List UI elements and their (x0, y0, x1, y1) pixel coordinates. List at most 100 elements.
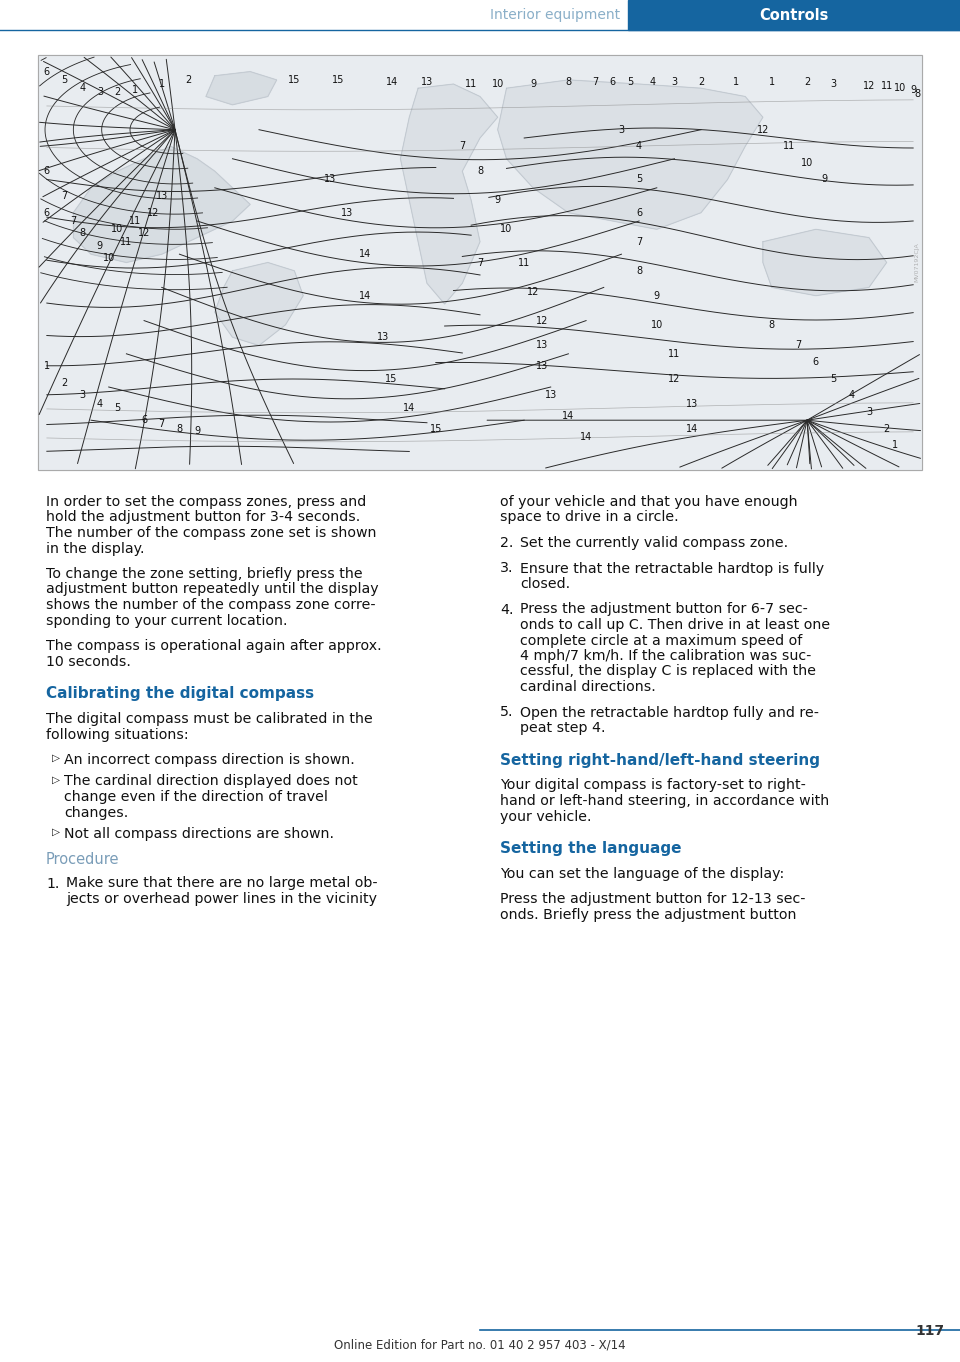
Polygon shape (73, 146, 251, 263)
Text: 12: 12 (138, 229, 151, 238)
Text: 6: 6 (44, 207, 50, 218)
Text: 8: 8 (915, 90, 921, 99)
Text: 7: 7 (795, 340, 802, 350)
Text: 2.: 2. (500, 537, 514, 550)
Text: ▷: ▷ (52, 775, 60, 785)
Text: MV07192CJA: MV07192CJA (914, 242, 919, 282)
Polygon shape (497, 80, 763, 229)
Text: 1: 1 (769, 78, 775, 87)
Text: 3.: 3. (500, 561, 514, 576)
Text: 1: 1 (44, 361, 50, 372)
Text: 13: 13 (156, 191, 168, 202)
Text: 11: 11 (518, 257, 530, 267)
Text: 6: 6 (636, 207, 642, 218)
Text: peat step 4.: peat step 4. (520, 720, 606, 735)
Text: 9: 9 (910, 86, 916, 95)
Text: hold the adjustment button for 3‑4 seconds.: hold the adjustment button for 3‑4 secon… (46, 511, 360, 524)
Text: In order to set the compass zones, press and: In order to set the compass zones, press… (46, 494, 367, 509)
Text: 5.: 5. (500, 706, 514, 719)
Text: 8: 8 (477, 166, 483, 176)
Bar (38, 54, 922, 470)
Text: The digital compass must be calibrated in the: The digital compass must be calibrated i… (46, 712, 372, 726)
Bar (628, 0, 960, 30)
Text: 2: 2 (114, 87, 121, 97)
Text: complete circle at a maximum speed of: complete circle at a maximum speed of (520, 633, 803, 647)
Text: 5: 5 (636, 174, 642, 184)
Text: 8: 8 (79, 229, 85, 238)
Text: 6: 6 (141, 415, 147, 425)
Text: 13: 13 (420, 78, 433, 87)
Text: 10: 10 (651, 320, 663, 330)
Text: 15: 15 (385, 373, 397, 384)
Text: 12: 12 (527, 286, 540, 297)
Text: adjustment button repeatedly until the display: adjustment button repeatedly until the d… (46, 583, 378, 597)
Text: 8: 8 (636, 266, 642, 275)
Text: 12: 12 (756, 125, 769, 135)
Text: 3: 3 (618, 125, 625, 135)
Text: 10: 10 (111, 225, 124, 234)
Text: 8: 8 (769, 320, 775, 330)
Text: 11: 11 (880, 82, 893, 91)
Text: 10: 10 (103, 253, 115, 263)
Text: 1: 1 (158, 79, 165, 89)
Text: 12: 12 (147, 207, 159, 218)
Text: 7: 7 (591, 78, 598, 87)
Text: 10 seconds.: 10 seconds. (46, 655, 131, 669)
Text: 5: 5 (830, 373, 837, 384)
Text: 2: 2 (698, 78, 704, 87)
Text: Your digital compass is factory-set to right-: Your digital compass is factory-set to r… (500, 779, 805, 793)
Text: 4: 4 (649, 78, 656, 87)
Text: closed.: closed. (520, 577, 570, 591)
Text: onds. Briefly press the adjustment button: onds. Briefly press the adjustment butto… (500, 908, 797, 922)
Text: 1: 1 (893, 440, 899, 449)
Text: cessful, the display C is replaced with the: cessful, the display C is replaced with … (520, 665, 816, 678)
Text: 10: 10 (894, 83, 906, 93)
Text: 14: 14 (386, 78, 397, 87)
Text: 14: 14 (403, 403, 416, 413)
Text: 14: 14 (359, 249, 372, 259)
Text: 3: 3 (830, 79, 837, 89)
Text: 9: 9 (822, 174, 828, 184)
Text: 11: 11 (783, 142, 796, 151)
Text: Press the adjustment button for 6‑7 sec-: Press the adjustment button for 6‑7 sec- (520, 602, 808, 617)
Polygon shape (215, 263, 303, 346)
Text: Setting the language: Setting the language (500, 840, 682, 855)
Text: An incorrect compass direction is shown.: An incorrect compass direction is shown. (64, 753, 355, 767)
Bar (38, 54, 922, 470)
Text: 4: 4 (849, 391, 854, 400)
Text: 7: 7 (70, 217, 77, 226)
Text: 11: 11 (129, 217, 141, 226)
Text: 4: 4 (636, 142, 642, 151)
Text: You can set the language of the display:: You can set the language of the display: (500, 868, 784, 881)
Text: changes.: changes. (64, 805, 129, 820)
Text: 6: 6 (44, 166, 50, 176)
Text: cardinal directions.: cardinal directions. (520, 680, 656, 695)
Text: Set the currently valid compass zone.: Set the currently valid compass zone. (520, 537, 788, 550)
Polygon shape (763, 229, 887, 296)
Text: 7: 7 (636, 237, 642, 247)
Text: 9: 9 (654, 290, 660, 301)
Text: 8: 8 (177, 424, 182, 433)
Text: 9: 9 (194, 425, 201, 436)
Text: 2: 2 (185, 75, 191, 84)
Text: 5: 5 (114, 403, 121, 413)
Text: 9: 9 (530, 79, 536, 89)
Text: 13: 13 (544, 391, 557, 400)
Text: 15: 15 (430, 424, 442, 433)
Text: 10: 10 (492, 79, 504, 89)
Text: Make sure that there are no large metal ob-: Make sure that there are no large metal … (66, 877, 377, 891)
Text: 13: 13 (341, 207, 353, 218)
Text: 11: 11 (465, 79, 477, 89)
Text: 7: 7 (158, 419, 165, 429)
Text: The number of the compass zone set is shown: The number of the compass zone set is sh… (46, 526, 376, 539)
Text: 14: 14 (686, 424, 698, 433)
Text: 14: 14 (359, 290, 372, 301)
Text: following situations:: following situations: (46, 727, 188, 741)
Text: change even if the direction of travel: change even if the direction of travel (64, 790, 328, 804)
Text: 13: 13 (686, 399, 698, 409)
Text: 2: 2 (883, 424, 890, 433)
Text: in the display.: in the display. (46, 542, 145, 556)
Text: To change the zone setting, briefly press the: To change the zone setting, briefly pres… (46, 567, 363, 582)
Text: The compass is operational again after approx.: The compass is operational again after a… (46, 639, 382, 652)
Text: 12: 12 (536, 316, 548, 326)
